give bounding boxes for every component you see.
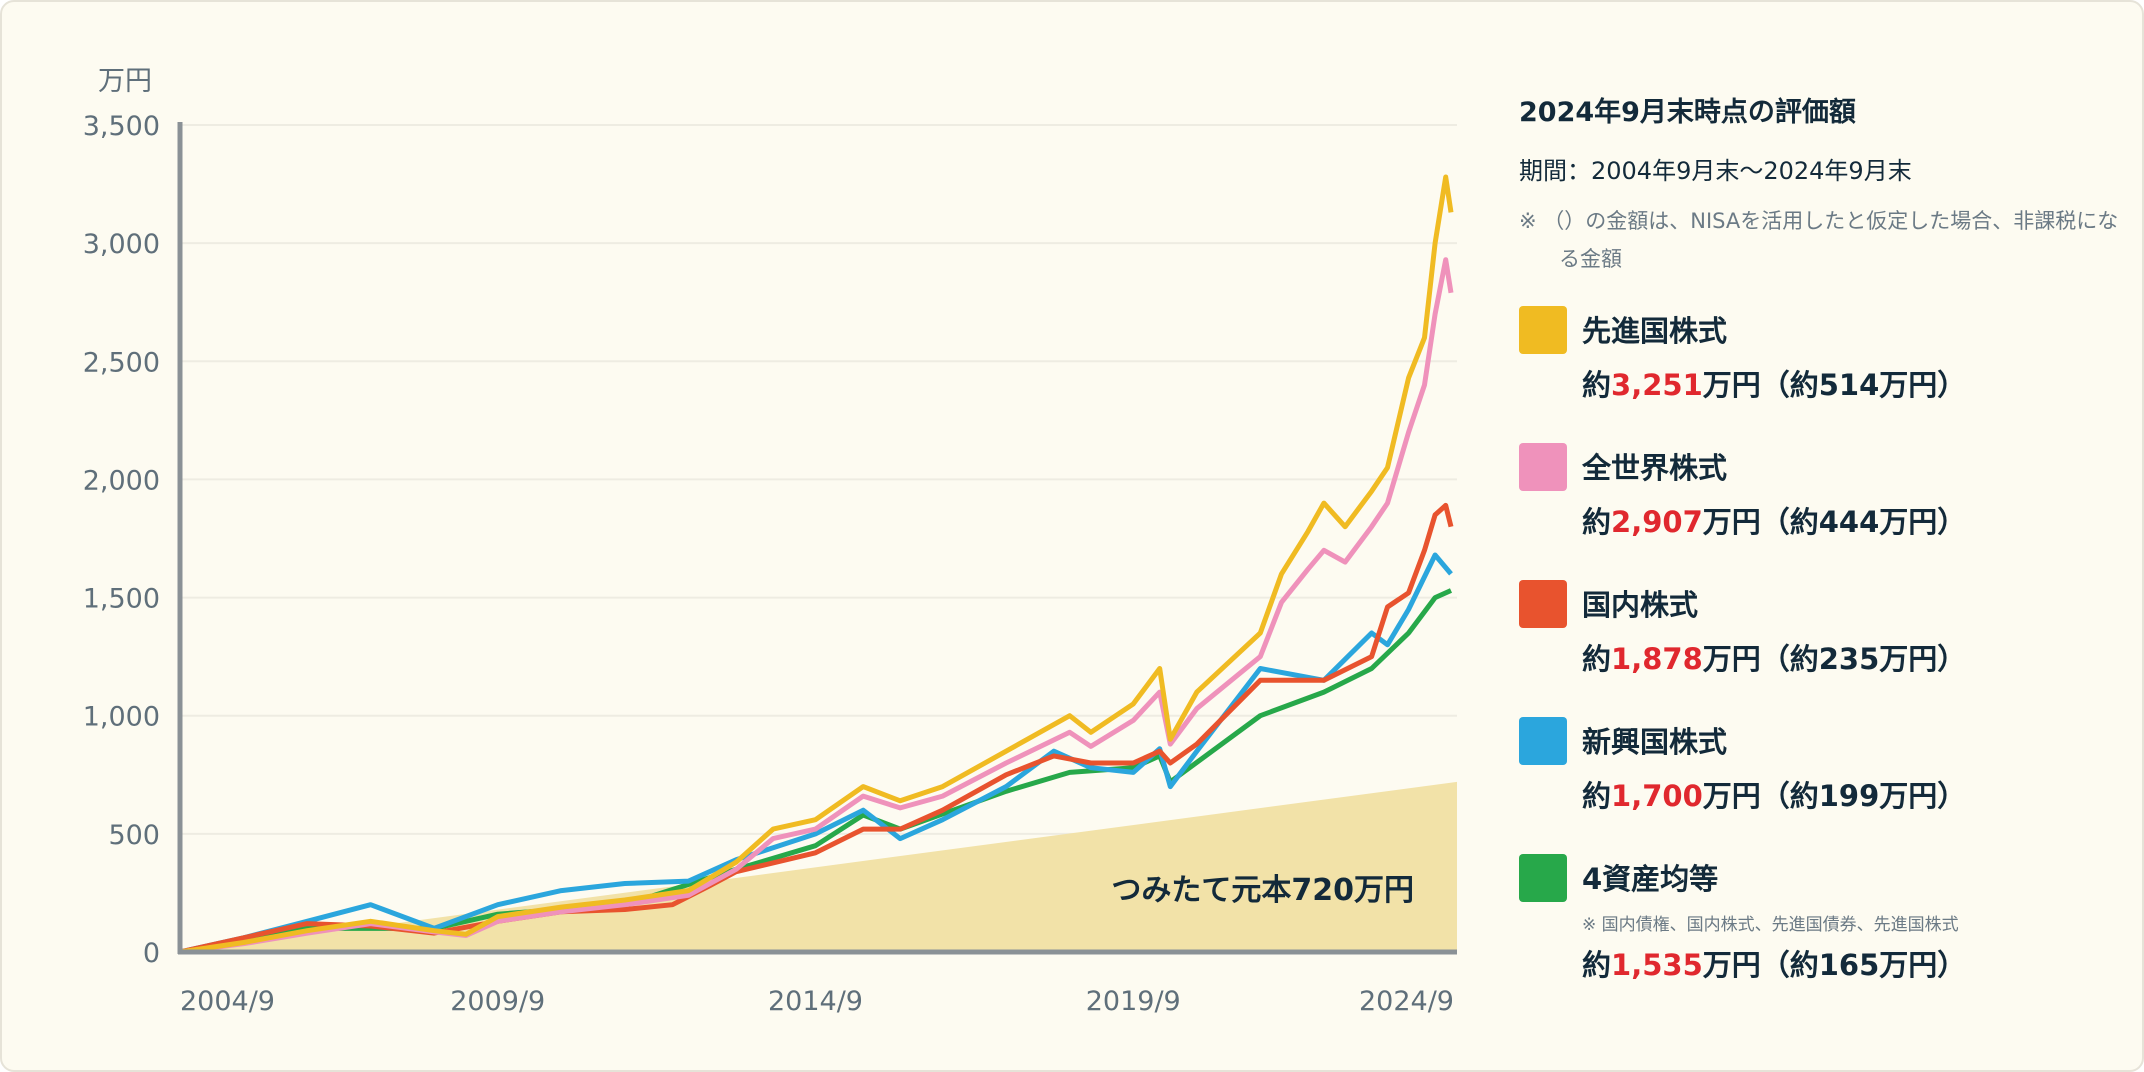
y-tick-label: 2,000 — [83, 465, 160, 496]
y-tick-label: 3,000 — [83, 229, 160, 260]
x-tick-label: 2014/9 — [768, 986, 863, 1017]
value-prefix: 約 — [1582, 505, 1612, 539]
value-amount: 1,878 — [1611, 642, 1703, 676]
value-prefix: 約 — [1582, 642, 1612, 676]
legend-name: 4資産均等 — [1582, 862, 1719, 896]
legend-subnote: ※ 国内債権、国内株式、先進国債券、先進国株式 — [1582, 915, 1959, 935]
legend-item: 先進国株式 約3,251万円（約514万円） — [1519, 306, 2119, 443]
legend-panel: 2024年9月末時点の評価額 期間：2004年9月末〜2024年9月末 ※ （）… — [1519, 90, 2119, 991]
legend-swatch — [1519, 854, 1567, 902]
y-tick-label: 3,500 — [83, 111, 160, 142]
x-tick-label: 2004/9 — [180, 986, 275, 1017]
period-text: 期間：2004年9月末〜2024年9月末 — [1519, 157, 1912, 185]
value-amount: 3,251 — [1611, 368, 1703, 402]
y-tick-label: 0 — [143, 938, 160, 969]
series-line-3 — [179, 552, 1453, 955]
legend-name: 国内株式 — [1582, 588, 1699, 622]
x-tick-label: 2019/9 — [1086, 986, 1181, 1017]
x-tick-label: 2024/9 — [1359, 986, 1454, 1017]
legend-value: 約3,251万円（約514万円） — [1582, 362, 1966, 404]
legend-value: 約2,907万円（約444万円） — [1582, 499, 1966, 541]
legend-swatch — [1519, 443, 1567, 491]
series-line-0 — [179, 174, 1454, 955]
legend-item: 全世界株式 約2,907万円（約444万円） — [1519, 443, 2119, 580]
principal-area — [180, 781, 1457, 952]
y-tick-label: 1,500 — [83, 584, 160, 615]
legend-name: 全世界株式 — [1582, 451, 1728, 485]
panel-title: 2024年9月末時点の評価額 — [1519, 97, 1856, 128]
legend-item: 4資産均等 ※ 国内債権、国内株式、先進国債券、先進国株式 約1,535万円（約… — [1519, 854, 2119, 991]
value-prefix: 約 — [1582, 948, 1612, 982]
y-tick-label: 2,500 — [83, 347, 160, 378]
y-axis-unit: 万円 — [98, 66, 152, 97]
principal-label: つみたて元本720万円 — [1111, 873, 1414, 908]
legend-value: 約1,700万円（約199万円） — [1582, 773, 1966, 815]
value-suffix: 万円（約235万円） — [1702, 642, 1967, 676]
legend-name: 先進国株式 — [1582, 314, 1728, 348]
value-amount: 2,907 — [1611, 505, 1703, 539]
legend-name: 新興国株式 — [1582, 725, 1728, 759]
value-suffix: 万円（約199万円） — [1702, 779, 1967, 813]
value-amount: 1,535 — [1611, 948, 1703, 982]
legend-swatch — [1519, 580, 1567, 628]
x-tick-label: 2009/9 — [450, 986, 545, 1017]
value-amount: 1,700 — [1611, 779, 1703, 813]
legend-item: 新興国株式 約1,700万円（約199万円） — [1519, 717, 2119, 854]
legend-swatch — [1519, 717, 1567, 765]
legend-value: 約1,878万円（約235万円） — [1582, 636, 1966, 678]
value-prefix: 約 — [1582, 779, 1612, 813]
y-tick-label: 500 — [108, 820, 160, 851]
legend-item: 国内株式 約1,878万円（約235万円） — [1519, 580, 2119, 717]
value-suffix: 万円（約514万円） — [1702, 368, 1967, 402]
value-prefix: 約 — [1582, 368, 1612, 402]
value-suffix: 万円（約165万円） — [1702, 948, 1967, 982]
y-tick-label: 1,000 — [83, 702, 160, 733]
series-line-1 — [179, 257, 1454, 955]
note-text: ※ （）の金額は、NISAを活用したと仮定した場合、非課税になる金額 — [1519, 209, 2119, 271]
legend-value: 約1,535万円（約165万円） — [1582, 942, 1966, 984]
legend-swatch — [1519, 306, 1567, 354]
value-suffix: 万円（約444万円） — [1702, 505, 1967, 539]
